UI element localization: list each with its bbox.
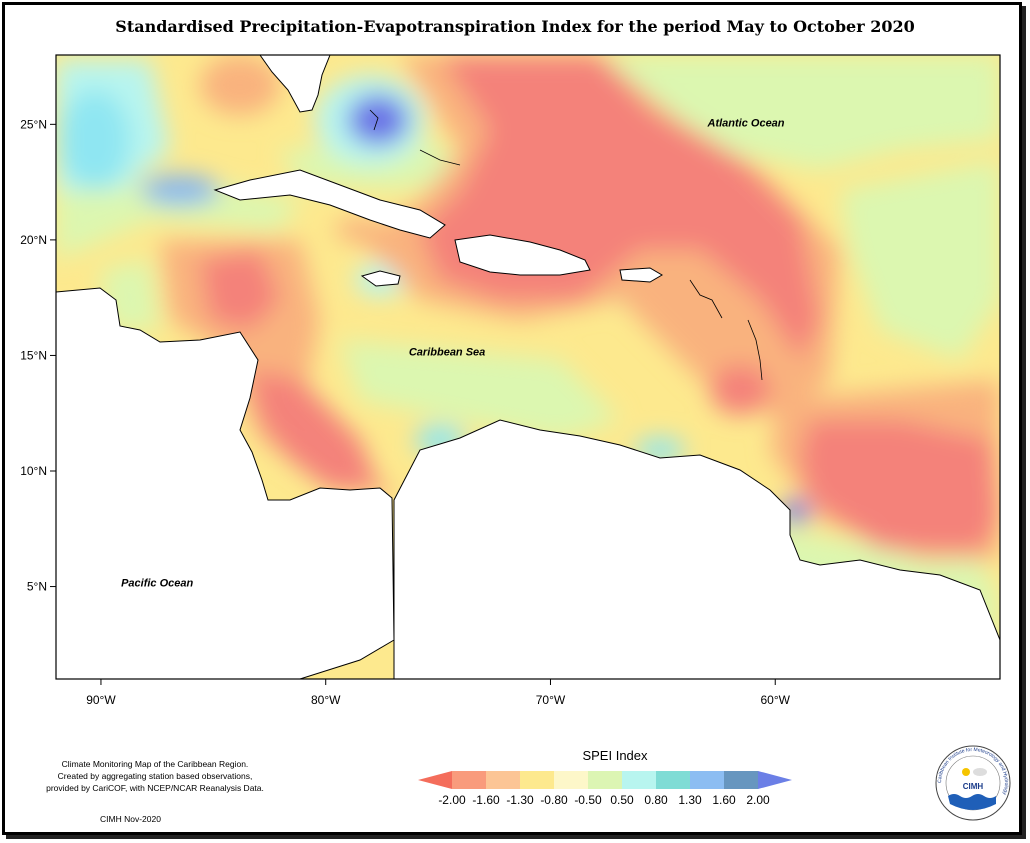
plot-border: [55, 54, 1001, 680]
longitude-axis: 90°W 80°W 70°W 60°W: [86, 679, 791, 707]
place-label: Pacific Ocean: [121, 578, 193, 590]
island-dots: [369, 109, 763, 381]
footer-note-line: provided by CariCOF, with NCEP/NCAR Rean…: [46, 783, 264, 793]
legend-tick-label: 0.50: [610, 793, 634, 807]
footer-note-line: Climate Monitoring Map of the Caribbean …: [61, 759, 249, 769]
cimh-logo: Caribbean Institute for Meteorology and …: [935, 745, 1011, 821]
legend-tick-label: -2.00: [438, 793, 466, 807]
footer-note: Climate Monitoring Map of the Caribbean …: [30, 758, 280, 794]
legend-swatch: [554, 771, 589, 789]
legend-tick-label: -1.30: [506, 793, 534, 807]
land-mask: [55, 54, 1001, 680]
footer-note-line: Created by aggregating station based obs…: [57, 771, 253, 781]
map-title: Standardised Precipitation-Evapotranspir…: [115, 17, 915, 36]
legend-swatch: [622, 771, 657, 789]
legend-tick-label: 1.60: [712, 793, 736, 807]
legend-tick-label: -1.60: [472, 793, 500, 807]
legend-tick-label: 0.80: [644, 793, 668, 807]
legend-tick-label: -0.80: [540, 793, 568, 807]
lon-tick-label: 80°W: [311, 693, 341, 707]
legend-swatch: [690, 771, 725, 789]
lat-tick-label: 15°N: [20, 348, 47, 362]
lon-tick-label: 90°W: [86, 693, 116, 707]
legend-tick-label: -0.50: [574, 793, 602, 807]
lat-tick-label: 5°N: [27, 580, 47, 594]
legend-tick-label: 2.00: [746, 793, 770, 807]
legend-swatch: [418, 771, 452, 789]
spei-legend-bar: -2.00 -1.60 -1.30 -0.80 -0.50 0.50 0.80 1.30 1.6…: [418, 771, 792, 807]
legend-swatch: [588, 771, 623, 789]
legend-tick-label: 1.30: [678, 793, 702, 807]
place-labels: Atlantic Ocean Caribbean Sea Pacific Ocean: [121, 118, 785, 590]
legend-title: SPEI Index: [582, 748, 648, 763]
place-label: Atlantic Ocean: [707, 118, 785, 130]
lon-tick-label: 70°W: [536, 693, 566, 707]
lon-tick-label: 60°W: [760, 693, 790, 707]
legend-swatch: [486, 771, 521, 789]
lat-tick-label: 25°N: [20, 117, 47, 131]
lat-tick-label: 20°N: [20, 233, 47, 247]
legend-swatch: [724, 771, 759, 789]
legend-swatch: [520, 771, 555, 789]
legend-swatch: [656, 771, 691, 789]
logo-text: CIMH: [963, 782, 984, 791]
credit-text: CIMH Nov-2020: [100, 814, 161, 824]
lat-tick-label: 10°N: [20, 464, 47, 478]
legend-swatch: [758, 771, 792, 789]
legend-swatch: [452, 771, 487, 789]
place-label: Caribbean Sea: [409, 346, 485, 358]
latitude-axis: 25°N 20°N 15°N 10°N 5°N: [20, 117, 56, 594]
